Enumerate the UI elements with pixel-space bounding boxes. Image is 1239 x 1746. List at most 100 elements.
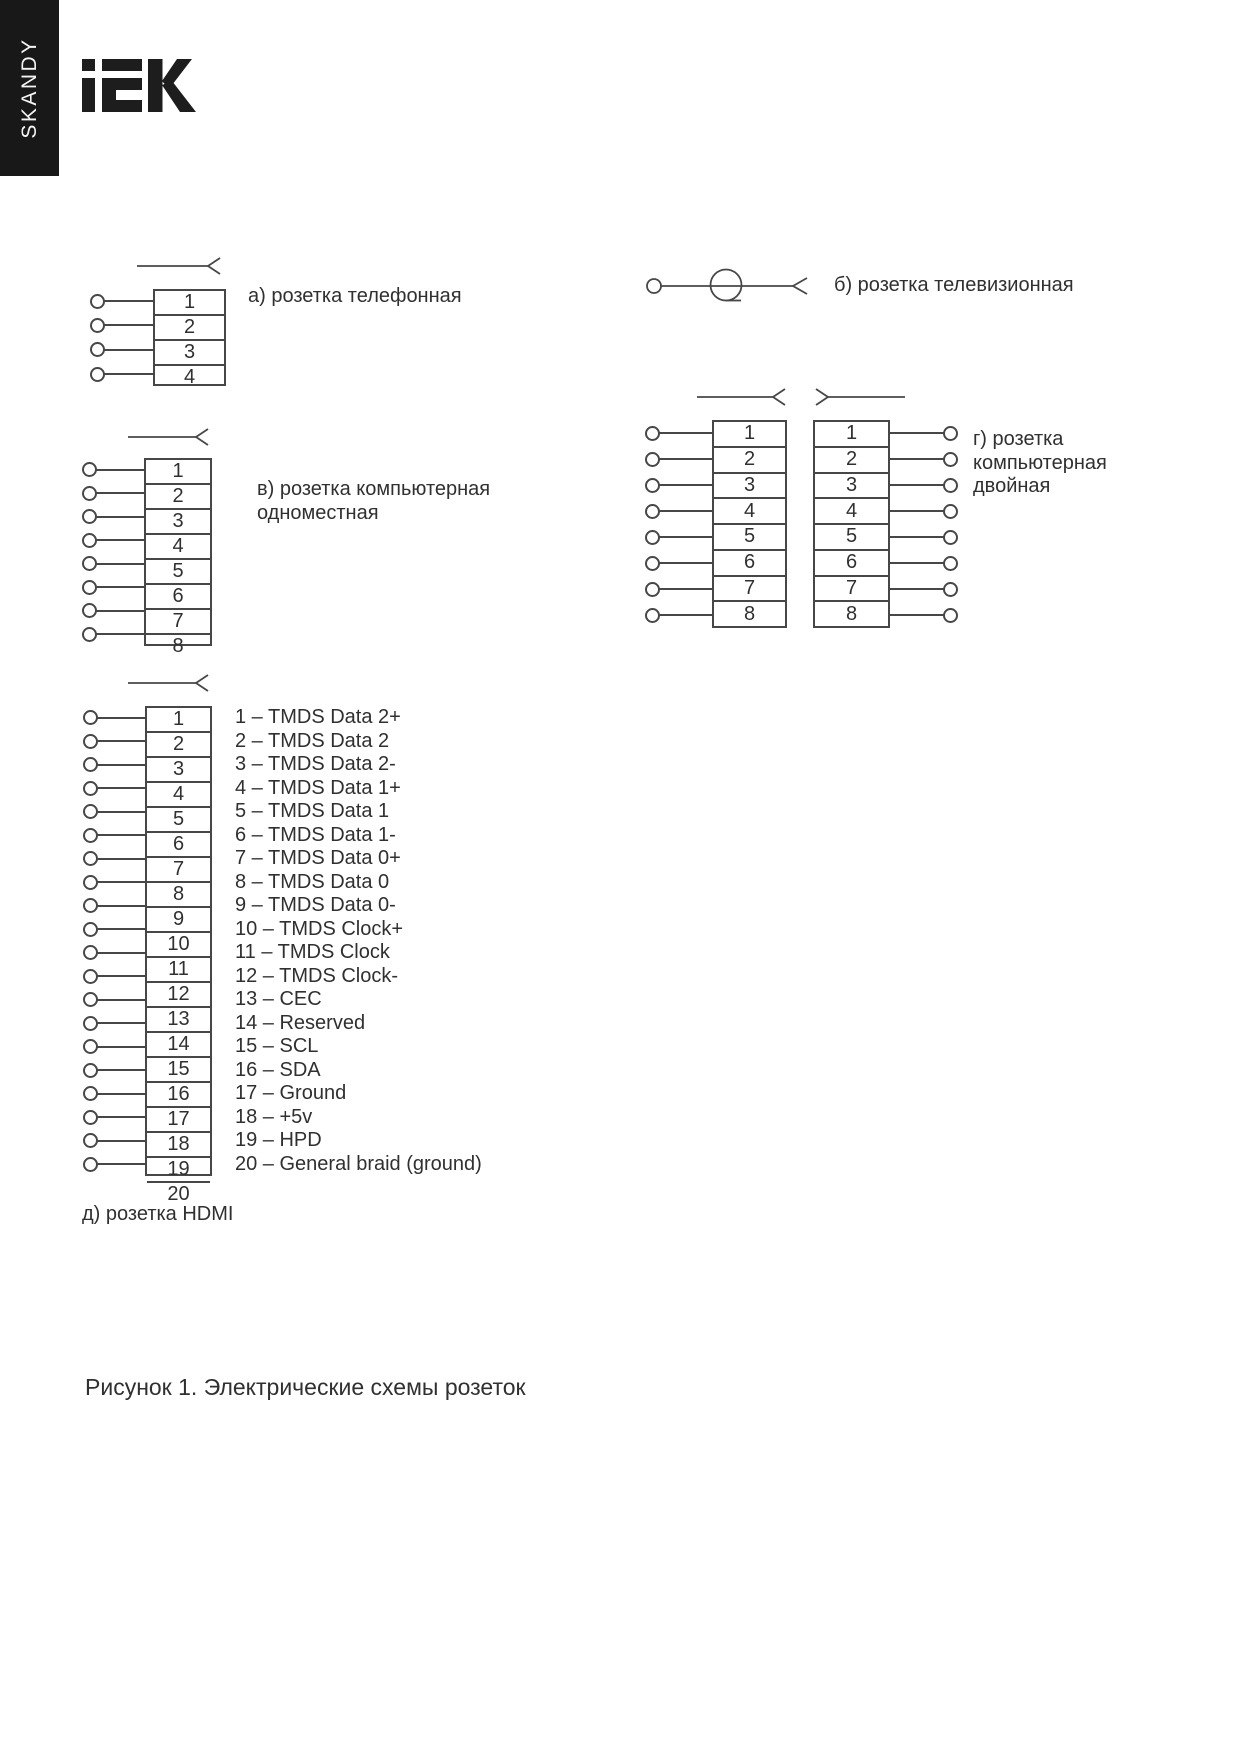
pin-box-v: 1 2 3 4 5 6 7 8 <box>144 458 212 657</box>
lead-line <box>95 633 144 636</box>
pin-number: 7 <box>172 858 185 880</box>
lead-line <box>96 716 145 719</box>
pin-row: 3 <box>714 474 785 500</box>
pin-number: 7 <box>172 610 184 632</box>
pin-row: 6 <box>815 551 888 577</box>
pin-row: 4 <box>155 366 224 389</box>
pin-number: 1 <box>172 460 184 482</box>
terminal-circle <box>942 425 958 441</box>
lead-line <box>103 348 153 351</box>
lead-line <box>96 1139 145 1142</box>
pin-row: 1 <box>146 460 210 485</box>
lead-line <box>96 1045 145 1048</box>
label-line: компьютерная <box>973 451 1107 474</box>
lead-line <box>95 609 144 612</box>
pin-number: 8 <box>172 883 185 905</box>
cable-direction-arrow <box>128 674 209 692</box>
label-line: а) розетка телефонная <box>248 285 462 307</box>
pin-number: 9 <box>172 908 185 930</box>
pin-row: 17 <box>147 1108 210 1133</box>
label-d: д) розетка HDMI <box>82 1203 233 1226</box>
hdmi-pin-name: 1 – TMDS Data 2+ <box>235 706 401 729</box>
pin-row: 6 <box>146 585 210 610</box>
lead-line <box>96 1116 145 1119</box>
hdmi-pin-name: 11 – TMDS Clock <box>235 941 390 964</box>
pin-box-d: 1 2 3 4 5 6 7 8 9 10 11 12 13 14 15 16 17 18 19 20 <box>145 706 212 1205</box>
pin-box-a: 1 2 3 4 <box>153 289 226 389</box>
label-g: г) розетка компьютерная двойная <box>973 428 1107 499</box>
pin-number: 3 <box>172 510 184 532</box>
lead-line <box>890 458 944 460</box>
cable-direction-arrow <box>815 388 905 406</box>
pin-row: 1 <box>714 422 785 448</box>
pin-row: 2 <box>714 448 785 474</box>
cable-direction-arrow <box>697 388 786 406</box>
pin-number: 7 <box>743 576 756 599</box>
pin-number: 5 <box>172 808 185 830</box>
terminal-circle <box>942 607 958 623</box>
lead-line <box>95 468 144 471</box>
hdmi-pin-name: 19 – HPD <box>235 1129 322 1152</box>
hdmi-pin-name: 9 – TMDS Data 0- <box>235 894 396 917</box>
pin-row: 6 <box>147 833 210 858</box>
lead-line <box>95 492 144 495</box>
pin-row: 7 <box>147 858 210 883</box>
brand-vertical-text: SKANDY <box>17 37 41 139</box>
pin-number: 4 <box>183 366 196 388</box>
lead-line <box>95 515 144 518</box>
pin-row: 8 <box>147 883 210 908</box>
pin-row: 7 <box>146 610 210 635</box>
pin-row: 12 <box>147 983 210 1008</box>
iek-logo <box>82 59 196 112</box>
lead-line <box>890 484 944 486</box>
pin-number: 1 <box>172 708 185 730</box>
label-line: б) розетка телевизионная <box>834 274 1074 296</box>
hdmi-pin-name: 15 – SCL <box>235 1035 319 1058</box>
pin-number: 16 <box>167 1083 190 1105</box>
pin-row: 8 <box>815 602 888 626</box>
lead-line <box>96 904 145 907</box>
pin-row: 4 <box>714 499 785 525</box>
terminal-circle <box>942 451 958 467</box>
lead-line <box>890 588 944 590</box>
cable-direction-arrow <box>128 428 209 446</box>
lead-line <box>96 951 145 954</box>
pin-number: 8 <box>172 635 184 657</box>
lead-line <box>658 458 712 460</box>
lead-line <box>95 562 144 565</box>
hdmi-pin-name: 14 – Reserved <box>235 1011 366 1034</box>
pin-number: 11 <box>168 958 189 980</box>
lead-line <box>96 787 145 790</box>
pin-row: 5 <box>714 525 785 551</box>
lead-line <box>890 614 944 616</box>
label-line: г) розетка <box>973 428 1064 450</box>
sidebar-brand-bar: SKANDY <box>0 0 59 176</box>
pin-number: 3 <box>172 758 185 780</box>
terminal-circle <box>942 581 958 597</box>
pin-row: 4 <box>146 535 210 560</box>
hdmi-pin-name: 18 – +5v <box>235 1105 313 1128</box>
pin-number: 7 <box>845 576 858 599</box>
pin-number: 3 <box>743 473 756 496</box>
pin-row: 6 <box>714 551 785 577</box>
pin-number: 17 <box>167 1108 190 1130</box>
pin-number: 3 <box>183 341 196 363</box>
pin-row: 3 <box>815 474 888 500</box>
pin-row: 2 <box>815 448 888 474</box>
lead-line <box>96 1022 145 1025</box>
lead-line <box>103 324 153 327</box>
label-line: д) розетка HDMI <box>82 1203 234 1225</box>
hdmi-pin-name: 13 – CEC <box>235 988 322 1011</box>
lead-line <box>96 1092 145 1095</box>
pin-row: 9 <box>147 908 210 933</box>
hdmi-pin-name: 16 – SDA <box>235 1058 321 1081</box>
figure-caption: Рисунок 1. Электрические схемы розеток <box>85 1374 526 1400</box>
pin-number: 1 <box>183 291 196 313</box>
pin-row: 2 <box>155 316 224 341</box>
pin-number: 2 <box>172 733 185 755</box>
hdmi-pin-name: 20 – General braid (ground) <box>235 1152 482 1175</box>
pin-number: 1 <box>743 422 756 445</box>
pin-number: 4 <box>172 783 185 805</box>
